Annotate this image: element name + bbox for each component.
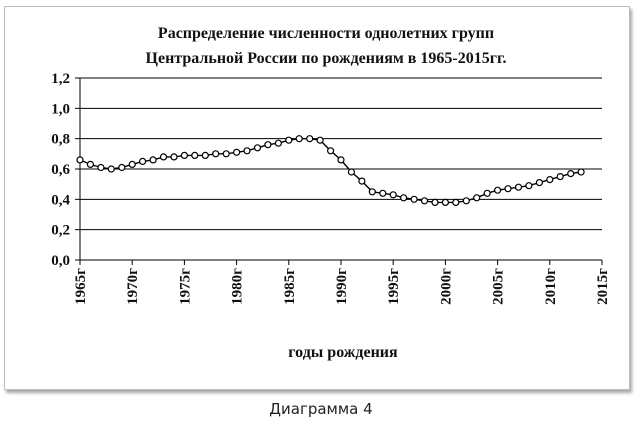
data-point bbox=[295, 135, 303, 143]
data-point bbox=[139, 157, 147, 165]
data-point bbox=[577, 168, 585, 176]
data-point bbox=[97, 163, 105, 172]
data-point bbox=[504, 185, 512, 193]
data-point bbox=[306, 135, 314, 143]
y-tick-label: 0,0 bbox=[51, 253, 70, 269]
y-axis-ticks: 0,0 0,2 0,4 0,6 0,8 1,0 1,2 bbox=[51, 71, 80, 269]
data-point bbox=[483, 189, 491, 197]
x-axis-ticks: 1965г 1970г 1975г 1980г 1985г 1990г 1995г 2000г… bbox=[73, 260, 611, 305]
data-point bbox=[149, 156, 157, 164]
x-tick-label: 2000г bbox=[438, 268, 454, 305]
data-point bbox=[327, 147, 335, 155]
x-tick-label: 1985г bbox=[282, 268, 298, 305]
x-tick-label: 2005г bbox=[491, 268, 507, 305]
chart-title: Распределение численности однолетних гру… bbox=[146, 25, 507, 67]
data-point bbox=[264, 141, 272, 149]
y-tick-label: 1,2 bbox=[51, 71, 70, 87]
x-tick-label: 2010г bbox=[543, 268, 559, 305]
x-tick-label: 1975г bbox=[177, 268, 193, 305]
data-point bbox=[567, 170, 575, 178]
data-point bbox=[222, 150, 230, 158]
data-point bbox=[400, 194, 408, 202]
data-point bbox=[316, 136, 324, 144]
data-point bbox=[368, 188, 376, 196]
data-point bbox=[389, 191, 397, 199]
data-point bbox=[274, 139, 282, 147]
data-point bbox=[556, 173, 564, 181]
data-point bbox=[253, 144, 262, 152]
y-tick-label: 0,2 bbox=[51, 223, 70, 239]
data-point bbox=[441, 198, 449, 206]
series-line bbox=[76, 135, 585, 206]
data-point bbox=[159, 153, 168, 161]
data-point bbox=[410, 195, 418, 203]
x-tick-label: 2015г bbox=[595, 268, 611, 305]
x-tick-label: 1980г bbox=[230, 268, 246, 305]
y-tick-label: 0,6 bbox=[51, 162, 70, 178]
chart-frame bbox=[4, 6, 630, 390]
data-point bbox=[535, 179, 544, 187]
chart-title-line-2: Центральной России по рождениям в 1965-2… bbox=[146, 50, 507, 67]
data-point bbox=[431, 198, 439, 206]
data-point bbox=[462, 197, 470, 205]
data-point bbox=[546, 176, 554, 184]
y-tick-label: 0,8 bbox=[51, 132, 70, 148]
data-point bbox=[452, 198, 460, 206]
data-point bbox=[170, 153, 178, 161]
data-point bbox=[233, 148, 241, 156]
data-point bbox=[76, 156, 84, 164]
x-tick-label: 1965г bbox=[73, 268, 89, 305]
data-point bbox=[514, 183, 523, 191]
y-tick-label: 1,0 bbox=[51, 101, 70, 117]
data-point bbox=[379, 189, 387, 197]
data-point bbox=[494, 186, 502, 194]
data-point bbox=[285, 136, 293, 144]
y-tick-label: 0,4 bbox=[51, 192, 70, 208]
chart-title-line-1: Распределение численности однолетних гру… bbox=[158, 25, 494, 42]
data-point bbox=[420, 197, 429, 205]
gridlines bbox=[80, 77, 602, 231]
data-point bbox=[212, 150, 220, 158]
data-point bbox=[180, 151, 188, 159]
data-point bbox=[118, 163, 126, 172]
data-point bbox=[86, 160, 95, 168]
data-point bbox=[358, 177, 366, 185]
x-tick-label: 1990г bbox=[334, 268, 350, 305]
data-point bbox=[128, 160, 136, 168]
data-point bbox=[337, 156, 345, 164]
data-point bbox=[473, 194, 481, 202]
figure-caption: Диаграмма 4 bbox=[269, 400, 373, 418]
x-axis-label: годы рождения bbox=[288, 344, 398, 361]
x-tick-label: 1970г bbox=[125, 268, 141, 305]
data-point bbox=[191, 151, 199, 159]
data-point bbox=[201, 151, 209, 159]
data-point bbox=[107, 165, 115, 173]
x-tick-label: 1995г bbox=[386, 268, 402, 305]
data-point bbox=[347, 168, 355, 176]
data-point bbox=[525, 182, 533, 190]
data-point bbox=[243, 147, 251, 155]
